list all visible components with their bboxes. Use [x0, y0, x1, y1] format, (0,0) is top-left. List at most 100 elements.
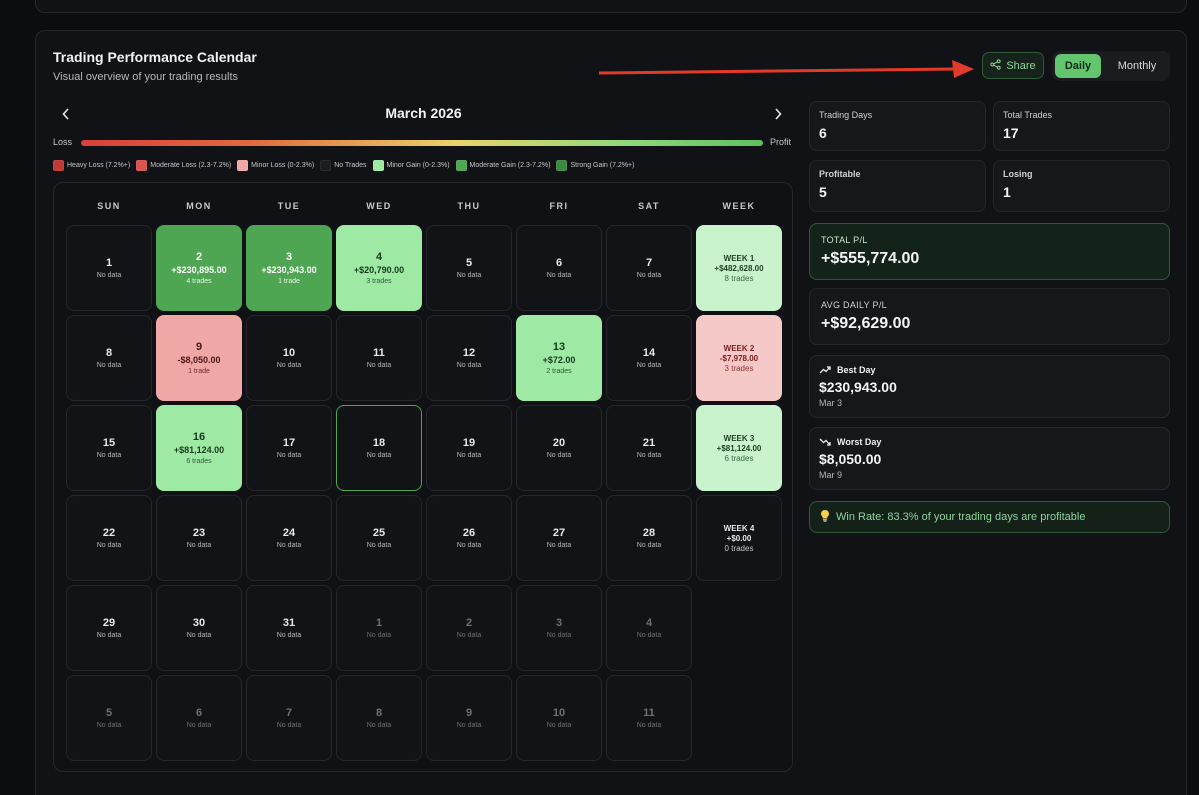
day-cell[interactable]: 2 No data: [426, 585, 512, 671]
day-cell[interactable]: 24 No data: [246, 495, 332, 581]
day-cell[interactable]: 3 No data: [516, 585, 602, 671]
trending-down-icon: [819, 438, 831, 446]
day-cell[interactable]: 25 No data: [336, 495, 422, 581]
day-cell[interactable]: 29 No data: [66, 585, 152, 671]
day-cell[interactable]: 31 No data: [246, 585, 332, 671]
day-status: No data: [96, 542, 122, 549]
day-cell[interactable]: 6 No data: [156, 675, 242, 761]
worst-day-card: Worst Day $8,050.00 Mar 9: [809, 427, 1170, 490]
day-cell[interactable]: 28 No data: [606, 495, 692, 581]
share-button[interactable]: Share: [982, 52, 1044, 79]
week-pl-amount: +$482,628.00: [714, 263, 764, 273]
view-daily-button[interactable]: Daily: [1055, 54, 1101, 78]
day-cell[interactable]: 1 No data: [66, 225, 152, 311]
profitable-card: Profitable 5: [809, 160, 986, 212]
day-cell[interactable]: 5 No data: [426, 225, 512, 311]
day-number: 6: [555, 257, 563, 269]
day-pl-amount: +$81,124.00: [173, 445, 225, 455]
day-cell[interactable]: 10 No data: [246, 315, 332, 401]
day-cell[interactable]: 8 No data: [66, 315, 152, 401]
avg-daily-pl-card: AVG DAILY P/L +$92,629.00: [809, 288, 1170, 345]
day-cell[interactable]: 19 No data: [426, 405, 512, 491]
legend-label: Minor Gain (0-2.3%): [386, 162, 450, 169]
avg-daily-pl-label: AVG DAILY P/L: [821, 300, 887, 310]
day-cell[interactable]: 5 No data: [66, 675, 152, 761]
day-cell[interactable]: 12 No data: [426, 315, 512, 401]
weekday-header: FRI: [549, 201, 569, 211]
day-cell[interactable]: 21 No data: [606, 405, 692, 491]
day-status: No data: [546, 632, 572, 639]
day-cell[interactable]: 20 No data: [516, 405, 602, 491]
trading-days-label: Trading Days: [819, 110, 873, 120]
day-cell[interactable]: 11 No data: [606, 675, 692, 761]
day-status: No data: [186, 542, 212, 549]
day-status: No data: [366, 632, 392, 639]
day-trade-count: 4 trades: [186, 278, 212, 285]
day-cell[interactable]: 22 No data: [66, 495, 152, 581]
day-cell[interactable]: 15 No data: [66, 405, 152, 491]
lightbulb-icon: [820, 509, 830, 525]
losing-value: 1: [1003, 184, 1011, 200]
day-cell[interactable]: 16 +$81,124.00 6 trades: [156, 405, 242, 491]
day-cell[interactable]: 3 +$230,943.00 1 trade: [246, 225, 332, 311]
day-cell[interactable]: 27 No data: [516, 495, 602, 581]
total-trades-label: Total Trades: [1003, 110, 1053, 120]
day-cell[interactable]: 7 No data: [246, 675, 332, 761]
day-cell[interactable]: 4 No data: [606, 585, 692, 671]
day-cell[interactable]: 4 +$20,790.00 3 trades: [336, 225, 422, 311]
day-status: No data: [456, 452, 482, 459]
day-cell[interactable]: 14 No data: [606, 315, 692, 401]
next-month-button[interactable]: [768, 104, 788, 124]
legend-item: Minor Gain (0-2.3%): [372, 160, 450, 171]
day-number: 13: [552, 341, 566, 353]
day-number: 8: [105, 347, 113, 359]
legend-swatch: [372, 160, 384, 171]
day-pl-amount: -$8,050.00: [177, 355, 221, 365]
day-number: 14: [642, 347, 656, 359]
day-cell[interactable]: 30 No data: [156, 585, 242, 671]
losing-label: Losing: [1003, 169, 1033, 179]
week-pl-amount: +$0.00: [726, 533, 752, 543]
day-cell[interactable]: 17 No data: [246, 405, 332, 491]
day-status: No data: [636, 272, 662, 279]
day-cell[interactable]: 8 No data: [336, 675, 422, 761]
day-cell[interactable]: 11 No data: [336, 315, 422, 401]
day-cell[interactable]: 9 -$8,050.00 1 trade: [156, 315, 242, 401]
day-cell[interactable]: 13 +$72.00 2 trades: [516, 315, 602, 401]
legend-item: No Trades: [320, 160, 367, 171]
week-label: WEEK 3: [723, 433, 755, 443]
best-day-date: Mar 3: [819, 398, 843, 408]
best-day-card: Best Day $230,943.00 Mar 3: [809, 355, 1170, 418]
weekday-header: WED: [366, 201, 392, 211]
day-cell[interactable]: 7 No data: [606, 225, 692, 311]
day-cell[interactable]: 6 No data: [516, 225, 602, 311]
day-number: 20: [552, 437, 566, 449]
legend-label: Moderate Gain (2.3-7.2%): [469, 162, 551, 169]
day-cell[interactable]: 10 No data: [516, 675, 602, 761]
day-cell[interactable]: 1 No data: [336, 585, 422, 671]
view-monthly-button[interactable]: Monthly: [1117, 60, 1157, 72]
week-pl-amount: -$7,978.00: [719, 353, 759, 363]
day-cell[interactable]: 23 No data: [156, 495, 242, 581]
day-status: No data: [636, 452, 662, 459]
week-summary-cell: WEEK 4 +$0.00 0 trades: [696, 495, 782, 581]
day-number: 27: [552, 527, 566, 539]
day-cell[interactable]: 18 No data: [336, 405, 422, 491]
day-cell[interactable]: 2 +$230,895.00 4 trades: [156, 225, 242, 311]
day-number: 4: [375, 251, 383, 263]
day-status: No data: [96, 722, 122, 729]
loss-label: Loss: [53, 137, 73, 147]
day-number: 5: [105, 707, 113, 719]
total-trades-card: Total Trades 17: [993, 101, 1170, 151]
day-number: 5: [465, 257, 473, 269]
day-status: No data: [96, 272, 122, 279]
day-status: No data: [366, 542, 392, 549]
day-number: 9: [465, 707, 473, 719]
total-trades-value: 17: [1003, 125, 1019, 141]
prev-month-button[interactable]: [56, 104, 76, 124]
day-status: No data: [546, 722, 572, 729]
day-cell[interactable]: 26 No data: [426, 495, 512, 581]
day-status: No data: [276, 362, 302, 369]
day-cell[interactable]: 9 No data: [426, 675, 512, 761]
day-status: No data: [456, 542, 482, 549]
